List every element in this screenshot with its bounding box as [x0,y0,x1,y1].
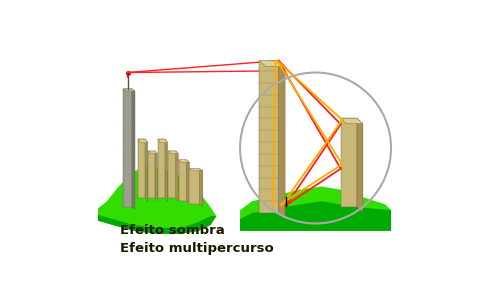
Polygon shape [145,139,148,202]
Polygon shape [148,151,157,154]
Polygon shape [189,169,203,171]
Polygon shape [240,201,391,231]
Polygon shape [148,151,155,198]
Polygon shape [240,186,391,231]
Polygon shape [138,139,145,198]
Polygon shape [179,160,187,201]
Polygon shape [165,139,168,202]
Polygon shape [341,118,363,124]
Polygon shape [187,160,189,204]
Polygon shape [138,139,148,143]
Polygon shape [200,169,203,206]
Text: Efeito multipercurso: Efeito multipercurso [120,242,274,255]
Text: Efeito sombra: Efeito sombra [120,224,225,237]
Polygon shape [92,213,216,234]
Polygon shape [259,61,285,67]
Polygon shape [123,89,135,91]
Polygon shape [278,61,285,219]
Polygon shape [132,89,135,210]
Polygon shape [341,118,357,207]
Polygon shape [189,169,200,204]
Polygon shape [179,160,189,162]
Polygon shape [155,151,157,201]
Polygon shape [158,139,165,198]
Polygon shape [158,139,168,143]
Polygon shape [168,151,178,154]
Polygon shape [92,166,216,234]
Polygon shape [168,151,176,198]
Polygon shape [357,118,363,213]
Polygon shape [123,89,132,207]
Polygon shape [259,61,278,213]
Polygon shape [176,151,178,201]
Circle shape [240,73,391,223]
